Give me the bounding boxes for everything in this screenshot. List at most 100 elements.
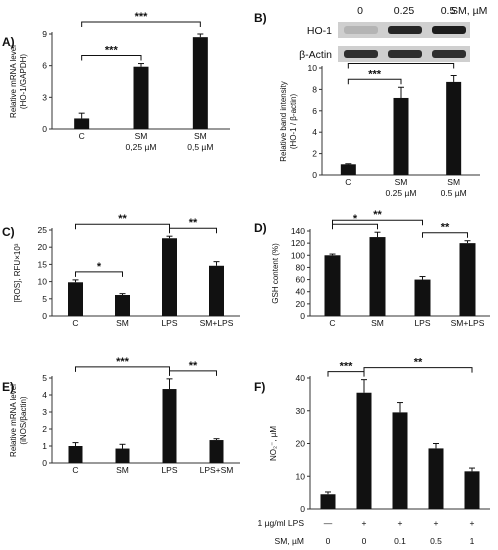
y-tick-label: 0	[312, 170, 317, 180]
significance-label: **	[189, 360, 198, 372]
significance-bracket	[75, 223, 170, 230]
y-tick-label: 20	[296, 299, 306, 309]
significance-bracket	[81, 55, 142, 61]
significance-bracket	[75, 271, 123, 277]
blot-concentration: 0	[357, 5, 363, 17]
y-tick-label: 9	[42, 29, 47, 39]
y-tick-label: 5	[42, 373, 47, 383]
y-tick-label: 10	[308, 63, 318, 73]
significance-bracket	[347, 78, 402, 85]
category-label: 0.25 µM	[386, 188, 417, 198]
treatment-value: +	[398, 518, 403, 528]
treatment-value: 0.1	[394, 536, 406, 546]
bar	[459, 243, 476, 316]
category-label: C	[345, 177, 351, 187]
y-tick-label: 140	[291, 226, 305, 236]
treatment-value: +	[362, 518, 367, 528]
y-tick-label: 25	[38, 225, 48, 235]
bar	[68, 446, 83, 463]
significance-label: *	[97, 261, 102, 273]
y-tick-label: 40	[296, 373, 306, 383]
panel-label: A)	[2, 35, 15, 49]
significance-bracket	[81, 21, 201, 27]
bar	[392, 412, 408, 509]
y-tick-label: 5	[42, 294, 47, 304]
treatment-value: +	[434, 518, 439, 528]
bar	[74, 118, 90, 129]
treatment-value: 0	[362, 536, 367, 546]
y-tick-label: 20	[296, 439, 306, 449]
bar	[464, 471, 480, 509]
y-tick-label: 0	[42, 124, 47, 134]
y-tick-label: 40	[296, 287, 306, 297]
bar	[68, 282, 83, 316]
bar	[115, 448, 130, 463]
panel-d: D) 0 20 40 60 80 100 120 140 GSH content (%) C SM LP…	[254, 209, 490, 328]
significance-label: ***	[368, 68, 382, 80]
y-tick-label: 2	[312, 149, 317, 159]
bar	[209, 440, 224, 463]
y-tick-label: 15	[38, 259, 48, 269]
category-label: C	[329, 318, 335, 328]
category-label: SM	[395, 177, 408, 187]
bar	[162, 238, 177, 316]
y-axis-label: Relative band intensity(HO-1 / β-actin)	[279, 81, 298, 162]
significance-bracket	[169, 227, 217, 234]
y-tick-label: 100	[291, 250, 305, 260]
y-tick-label: 60	[296, 275, 306, 285]
category-label: SM+LPS	[200, 318, 234, 328]
category-label: LPS+SM	[200, 465, 234, 475]
y-tick-label: 80	[296, 262, 306, 272]
bar	[369, 237, 386, 316]
category-label: C	[79, 131, 85, 141]
treatment-row-label: 1 µg/ml LPS	[258, 518, 305, 528]
significance-label: **	[189, 217, 198, 229]
blot-band	[388, 50, 422, 58]
significance-label: **	[441, 222, 450, 234]
significance-bracket	[332, 219, 423, 226]
category-label: SM	[371, 318, 384, 328]
treatment-value: 0.5	[430, 536, 442, 546]
significance-label: **	[414, 357, 423, 369]
y-tick-label: 1	[42, 441, 47, 451]
category-label: 0,5 µM	[187, 142, 213, 152]
y-tick-label: 2	[42, 424, 47, 434]
y-axis-label: Relative mRNA level(iNOS/βactin)	[9, 384, 28, 457]
y-tick-label: 3	[42, 407, 47, 417]
significance-label: ***	[340, 361, 354, 373]
y-tick-label: 120	[291, 238, 305, 248]
category-label: C	[72, 318, 78, 328]
significance-label: ***	[135, 11, 149, 23]
bar	[320, 494, 336, 509]
panel-e: E) 0 1 2 3 4 5 Relative mRNA level(iNOS/βactin)…	[2, 356, 240, 475]
y-tick-label: 0	[42, 458, 47, 468]
panel-label: F)	[254, 380, 265, 394]
panel-a: A) 0 3 6 9 Relative mRNA level(HO-1/GAPDH) C SM…	[2, 11, 230, 152]
y-tick-label: 8	[312, 84, 317, 94]
bar	[356, 392, 372, 509]
y-tick-label: 10	[38, 277, 48, 287]
y-tick-label: 4	[312, 127, 317, 137]
blot-band	[344, 50, 378, 58]
category-label: SM+LPS	[451, 318, 485, 328]
bar	[428, 448, 444, 509]
panel-label: E)	[2, 380, 14, 394]
category-label: SM	[116, 318, 129, 328]
significance-bracket	[347, 62, 455, 69]
bar	[324, 255, 341, 316]
significance-bracket	[169, 370, 217, 376]
y-tick-label: 6	[312, 106, 317, 116]
treatment-value: 0	[326, 536, 331, 546]
category-label: LPS	[414, 318, 430, 328]
panel-label: B)	[254, 11, 267, 25]
bar	[209, 265, 224, 316]
blot-row-label: β-Actin	[299, 49, 332, 61]
category-label: LPS	[161, 465, 177, 475]
y-tick-label: 3	[42, 92, 47, 102]
y-tick-label: 20	[38, 242, 48, 252]
category-label: LPS	[161, 318, 177, 328]
panel-label: D)	[254, 221, 267, 235]
panel-label: C)	[2, 225, 15, 239]
